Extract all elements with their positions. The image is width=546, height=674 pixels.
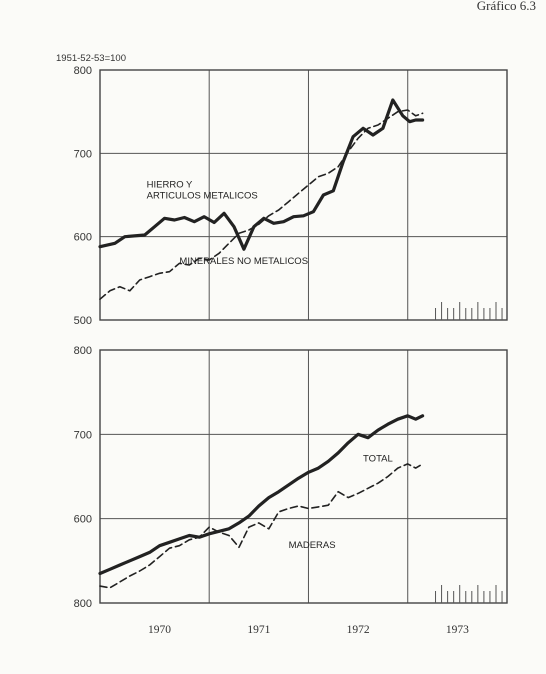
series-annotation: MINERALES NO METALICOS <box>179 256 308 267</box>
series-line-total <box>98 414 425 576</box>
y-tick-label: 800 <box>74 65 92 77</box>
y-tick-label: 800 <box>74 598 92 610</box>
y-tick-label: 500 <box>74 315 92 327</box>
figure-number: Gráfico 6.3 <box>476 0 536 13</box>
y-tick-label: 700 <box>74 429 92 441</box>
unit-label: 1951-52-53=100 <box>56 53 126 64</box>
plot-frame <box>99 69 508 321</box>
x-tick-label: 1971 <box>247 624 270 636</box>
y-tick-label: 600 <box>74 232 92 244</box>
y-tick-label: 600 <box>74 514 92 526</box>
series-annotation: TOTAL <box>363 453 393 464</box>
series-annotation: HIERRO Y <box>147 180 193 191</box>
y-tick-label: 800 <box>74 345 92 357</box>
y-tick-label: 700 <box>74 148 92 160</box>
x-tick-label: 1970 <box>148 624 171 636</box>
series-line-hierro-y-articulos-metalicos <box>98 98 425 251</box>
plot-frame <box>99 349 508 604</box>
series-annotation: MADERAS <box>289 540 336 551</box>
series-line-maderas <box>99 463 424 589</box>
series-line-minerales-no-metalicos <box>99 109 424 301</box>
series-annotation: ARTICULOS METALICOS <box>147 190 258 201</box>
x-tick-label: 1973 <box>446 624 469 636</box>
lower-chart-panel: 800 600 700 800 TOTAL MADERAS 1970 1971 1972 1973 <box>74 345 508 636</box>
x-tick-label: 1972 <box>347 624 370 636</box>
